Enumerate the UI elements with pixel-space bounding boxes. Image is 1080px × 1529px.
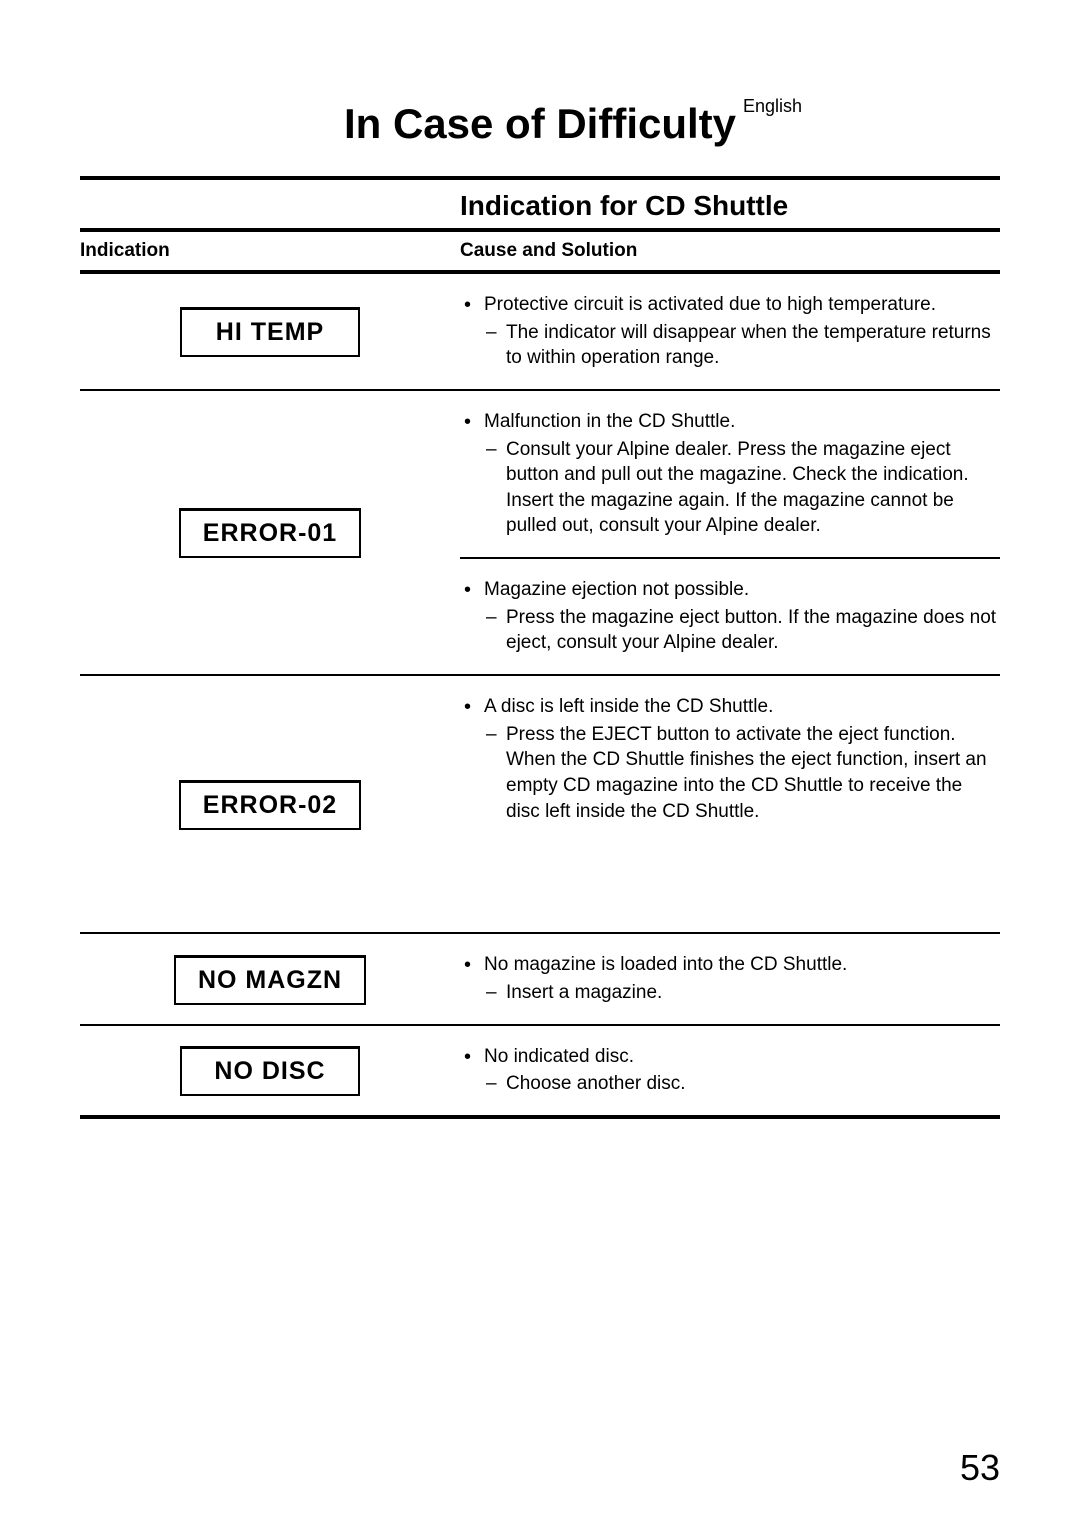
cause-text: Magazine ejection not possible. (484, 579, 749, 600)
cause-solution-cell: A disc is left inside the CD Shuttle. Pre… (460, 694, 1000, 914)
cause-list: Protective circuit is activated due to h… (460, 292, 1000, 371)
cause-list: Magazine ejection not possible. Press the… (460, 577, 1000, 656)
solution-item: Choose another disc. (506, 1071, 1000, 1097)
table-row: NO DISC No indicated disc. Choose another … (80, 1026, 1000, 1119)
solution-list: Choose another disc. (484, 1071, 1000, 1097)
content-area: Indication Cause and Solution HI TEMP Pro… (80, 232, 1000, 1119)
column-headers: Indication Cause and Solution (80, 232, 1000, 274)
cause-solution-cell: No magazine is loaded into the CD Shuttl… (460, 952, 1000, 1005)
indicator-box: ERROR-02 (179, 780, 361, 830)
page-number: 53 (960, 1447, 1000, 1489)
indicator-wrapper: ERROR-01 (179, 506, 361, 558)
solution-item: Press the EJECT button to activate the e… (506, 722, 1000, 825)
cause-item: Magazine ejection not possible. Press the… (484, 577, 1000, 656)
col-header-cause: Cause and Solution (460, 240, 1000, 262)
cause-item: No indicated disc. Choose another disc. (484, 1044, 1000, 1097)
cause-text: No magazine is loaded into the CD Shuttl… (484, 954, 847, 975)
solution-list: Press the magazine eject button. If the … (484, 605, 1000, 656)
cause-list: No magazine is loaded into the CD Shuttl… (460, 952, 1000, 1005)
solution-item: Press the magazine eject button. If the … (506, 605, 1000, 656)
spacer (460, 824, 1000, 914)
solution-item: Insert a magazine. (506, 980, 1000, 1006)
cause-solution-cell: Protective circuit is activated due to h… (460, 292, 1000, 371)
solution-item: Consult your Alpine dealer. Press the ma… (506, 437, 1000, 540)
cause-item: A disc is left inside the CD Shuttle. Pre… (484, 694, 1000, 824)
cause-item: No magazine is loaded into the CD Shuttl… (484, 952, 1000, 1005)
table-row: ERROR-01 Malfunction in the CD Shuttle. Co… (80, 391, 1000, 676)
indicator-wrapper: NO MAGZN (174, 953, 366, 1005)
inner-divider (460, 557, 1000, 559)
cause-text: Protective circuit is activated due to h… (484, 294, 936, 315)
solution-item: The indicator will disappear when the te… (506, 320, 1000, 371)
cause-item: Malfunction in the CD Shuttle. Consult yo… (484, 409, 1000, 539)
cause-text: No indicated disc. (484, 1046, 634, 1067)
solution-list: The indicator will disappear when the te… (484, 320, 1000, 371)
indication-cell: HI TEMP (80, 305, 460, 357)
language-label: English (743, 96, 802, 117)
cause-item: Protective circuit is activated due to h… (484, 292, 1000, 371)
cause-list: A disc is left inside the CD Shuttle. Pre… (460, 694, 1000, 824)
indicator-box: HI TEMP (180, 307, 360, 357)
indicator-wrapper: ERROR-02 (179, 778, 361, 830)
rows-container: HI TEMP Protective circuit is activated d… (80, 274, 1000, 1119)
cause-text: A disc is left inside the CD Shuttle. (484, 696, 773, 717)
indication-cell: ERROR-01 (80, 506, 460, 558)
table-row: HI TEMP Protective circuit is activated d… (80, 274, 1000, 391)
indicator-wrapper: NO DISC (180, 1044, 360, 1096)
cause-solution-cell: No indicated disc. Choose another disc. (460, 1044, 1000, 1097)
main-title: In Case of Difficulty (80, 100, 1000, 156)
cause-list: No indicated disc. Choose another disc. (460, 1044, 1000, 1097)
cause-solution-cell: Malfunction in the CD Shuttle. Consult yo… (460, 409, 1000, 656)
table-row: ERROR-02 A disc is left inside the CD Shu… (80, 676, 1000, 934)
col-header-indication: Indication (80, 240, 460, 262)
header-area: English In Case of Difficulty (80, 100, 1000, 156)
solution-list: Insert a magazine. (484, 980, 1000, 1006)
indicator-wrapper: HI TEMP (180, 305, 360, 357)
indicator-box: NO DISC (180, 1046, 360, 1096)
indication-cell: NO MAGZN (80, 953, 460, 1005)
section-title: Indication for CD Shuttle (460, 180, 1000, 228)
solution-list: Press the EJECT button to activate the e… (484, 722, 1000, 825)
cause-text: Malfunction in the CD Shuttle. (484, 411, 735, 432)
cause-list: Malfunction in the CD Shuttle. Consult yo… (460, 409, 1000, 539)
indicator-box: ERROR-01 (179, 508, 361, 558)
indication-cell: NO DISC (80, 1044, 460, 1096)
indication-cell: ERROR-02 (80, 778, 460, 830)
indicator-box: NO MAGZN (174, 955, 366, 1005)
solution-list: Consult your Alpine dealer. Press the ma… (484, 437, 1000, 540)
table-row: NO MAGZN No magazine is loaded into the C… (80, 934, 1000, 1025)
